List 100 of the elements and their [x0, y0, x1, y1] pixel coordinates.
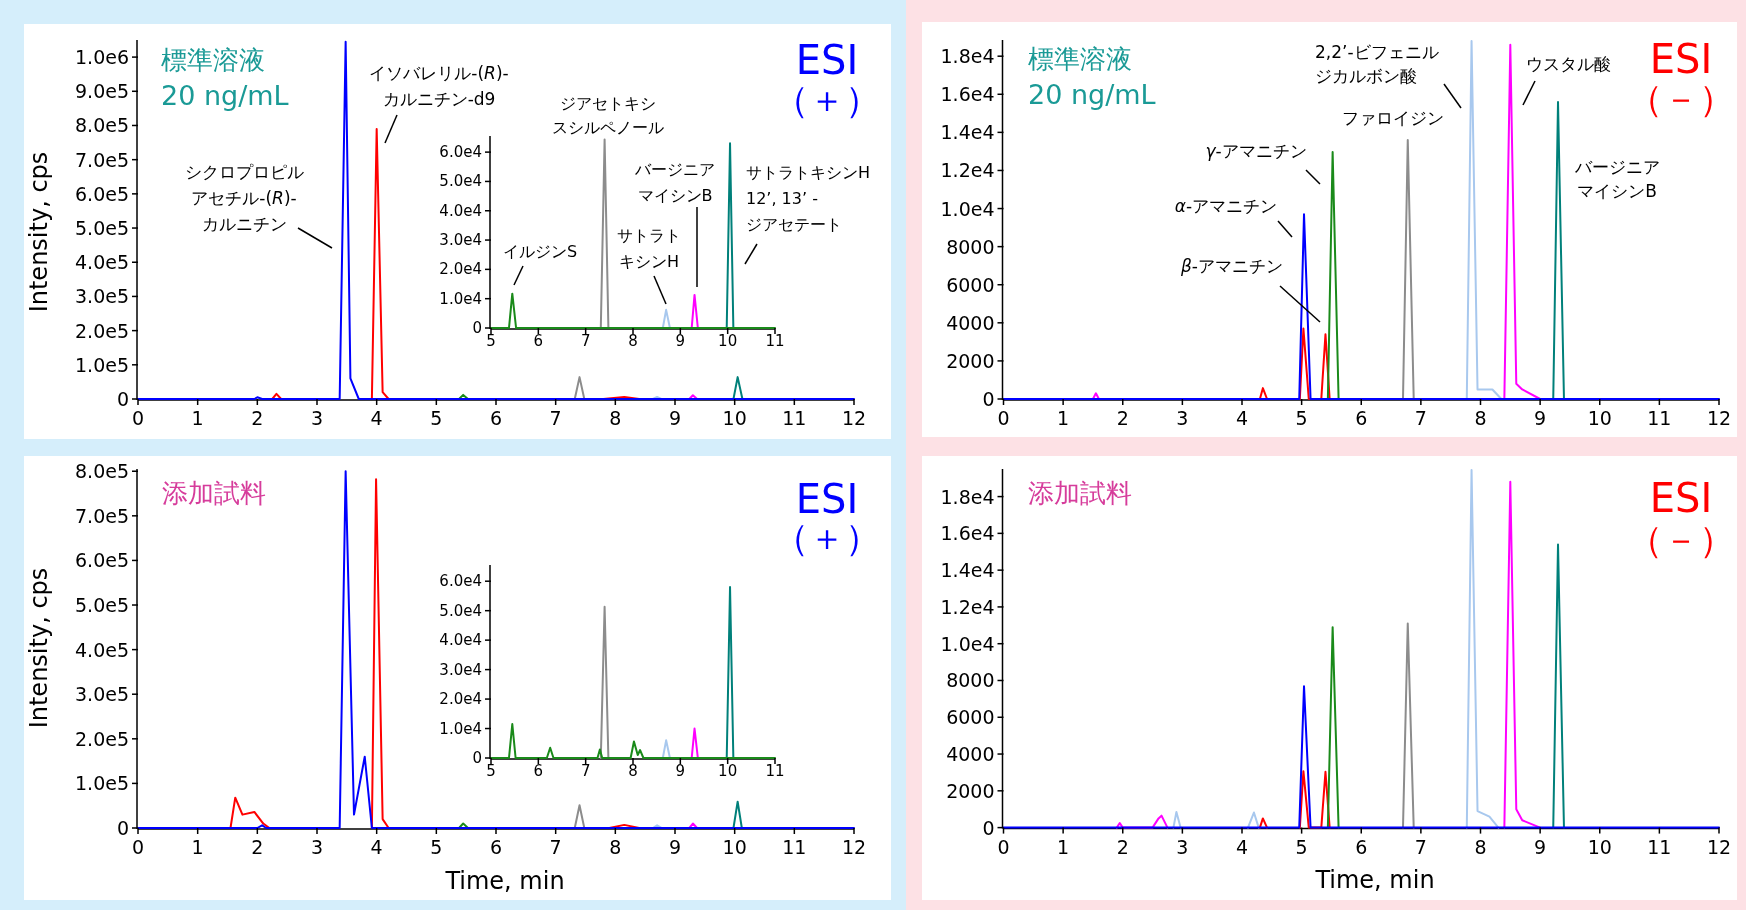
- y-axis-title: Intensity, cps: [25, 567, 53, 729]
- y-tick-label: 3.0e5: [75, 683, 129, 706]
- y-tick-label: 6.0e5: [75, 182, 129, 205]
- y-tick-label: 8.0e5: [75, 460, 129, 483]
- annotation: α-アマニチン: [1174, 196, 1278, 216]
- y-tick-label: 5.0e5: [75, 594, 129, 617]
- x-tick-label: 5: [1295, 407, 1308, 429]
- annotation: ウスタル酸: [1525, 54, 1611, 74]
- y-tick-label: 1.2e4: [940, 595, 995, 618]
- x-tick-label: 8: [1474, 407, 1487, 429]
- x-tick-label: 11: [782, 407, 807, 429]
- y-tick-label: 6000: [946, 706, 995, 729]
- x-tick-label: 2: [1116, 407, 1129, 429]
- chart-title: 標準溶液: [161, 45, 265, 75]
- annotation: バージニアマイシンB: [634, 159, 715, 205]
- y-tick-label: 1.2e4: [940, 159, 995, 182]
- y-tick-label: 8.0e5: [75, 114, 129, 137]
- x-tick-label: 7: [549, 407, 562, 429]
- y-tick-label: 8000: [946, 669, 995, 692]
- y-tick-label: 9.0e5: [75, 80, 129, 103]
- chart-title: 添加試料: [1028, 478, 1132, 508]
- text: 20 ng/mL: [1028, 78, 1156, 110]
- annotation: γ-アマニチン: [1205, 141, 1307, 161]
- y-tick-label: 4000: [946, 311, 995, 334]
- y-tick-label: 4.0e5: [75, 638, 129, 661]
- y-tick-label: 8000: [946, 235, 995, 258]
- x-tick-label: 5: [1295, 835, 1308, 858]
- annotation: ファロイジン: [1342, 108, 1444, 128]
- chart-title: 添加試料: [162, 478, 266, 508]
- y-tick-label: 6000: [946, 273, 995, 296]
- x-tick-label: 1: [1057, 835, 1070, 858]
- y-tick-label: 3.0e4: [439, 231, 482, 250]
- y-tick-label: 6.0e4: [439, 572, 482, 591]
- x-tick-label: 12: [841, 407, 867, 429]
- x-tick-label: 0: [997, 407, 1010, 429]
- y-tick-label: 1.0e4: [439, 719, 482, 738]
- x-tick-label: 4: [1235, 407, 1249, 429]
- y-tick-label: 7.0e5: [75, 148, 129, 171]
- x-tick-label: 9: [668, 836, 682, 858]
- annotation: イソバレリル-(R)-カルニチン-d9: [369, 63, 509, 109]
- y-tick-label: 0: [472, 319, 482, 337]
- x-tick-label: 6: [489, 407, 503, 429]
- x-tick-label: 8: [628, 762, 638, 780]
- y-tick-label: 4.0e5: [75, 251, 129, 274]
- y-tick-label: 7.0e5: [75, 504, 129, 527]
- x-tick-label: 6: [489, 836, 503, 858]
- x-tick-label: 7: [1414, 835, 1427, 858]
- y-tick-label: 5.0e4: [439, 601, 482, 620]
- x-tick-label: 6: [533, 762, 544, 780]
- x-tick-label: 11: [765, 332, 785, 350]
- x-tick-label: 11: [1647, 835, 1672, 858]
- x-tick-label: 3: [1176, 835, 1189, 858]
- x-tick-label: 6: [1355, 835, 1368, 858]
- x-tick-label: 9: [1534, 407, 1547, 429]
- x-tick-label: 10: [718, 762, 738, 780]
- x-tick-label: 4: [370, 836, 383, 858]
- x-tick-label: 3: [310, 836, 324, 858]
- y-tick-label: 3.0e5: [75, 285, 129, 308]
- y-tick-label: 2000: [946, 349, 995, 372]
- x-tick-label: 12: [841, 836, 867, 858]
- annotation: シクロプロピルアセチル-(R)-カルニチン: [184, 162, 304, 234]
- y-tick-label: 2.0e4: [439, 260, 482, 279]
- y-tick-label: 1.0e4: [940, 197, 995, 220]
- x-axis-title: Time, min: [1314, 866, 1435, 894]
- x-tick-label: 0: [131, 407, 145, 429]
- x-tick-label: 0: [131, 836, 145, 858]
- y-tick-label: 0: [116, 388, 129, 410]
- x-tick-label: 7: [580, 762, 591, 780]
- x-tick-label: 8: [609, 407, 622, 429]
- y-tick-label: 1.6e4: [940, 83, 995, 106]
- y-tick-label: 1.0e5: [75, 772, 129, 795]
- annotation: β-アマニチン: [1180, 256, 1283, 276]
- y-tick-label: 1.0e5: [75, 353, 129, 376]
- y-tick-label: 1.8e4: [940, 45, 995, 68]
- y-tick-label: 3.0e4: [439, 660, 482, 679]
- x-tick-label: 9: [675, 762, 686, 780]
- y-tick-label: 4.0e4: [439, 201, 482, 220]
- y-tick-label: 2000: [946, 779, 995, 802]
- y-tick-label: 2.0e5: [75, 727, 129, 750]
- x-tick-label: 10: [722, 407, 747, 429]
- y-tick-label: 4000: [946, 743, 995, 766]
- x-axis-title: Time, min: [444, 867, 565, 895]
- annotation: イルジンS: [502, 241, 578, 261]
- annotation: バージニアマイシンB: [1573, 157, 1660, 201]
- x-tick-label: 1: [191, 407, 204, 429]
- x-tick-label: 11: [1647, 407, 1672, 429]
- x-tick-label: 1: [191, 836, 204, 858]
- y-tick-label: 0: [472, 749, 482, 767]
- chart-title: 標準溶液: [1028, 44, 1132, 74]
- y-tick-label: 1.0e4: [940, 632, 995, 655]
- y-tick-label: 2.0e5: [75, 319, 129, 342]
- y-tick-label: 1.0e6: [75, 46, 129, 69]
- x-tick-label: 12: [1706, 407, 1732, 429]
- x-tick-label: 7: [549, 836, 562, 858]
- x-tick-label: 9: [668, 407, 682, 429]
- y-tick-label: 5.0e5: [75, 217, 129, 240]
- y-tick-label: 1.6e4: [940, 522, 995, 545]
- annotation: サトラトキシンH: [617, 225, 681, 271]
- annotation: （－）: [1627, 518, 1735, 560]
- x-tick-label: 7: [1414, 407, 1427, 429]
